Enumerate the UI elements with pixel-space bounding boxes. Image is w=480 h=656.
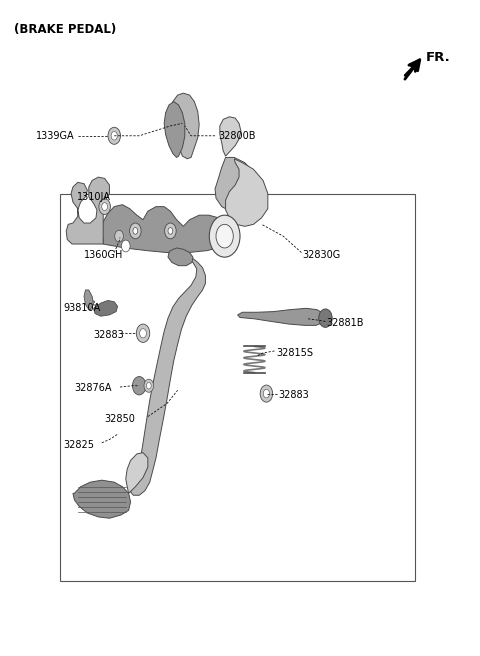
Circle shape <box>121 240 130 252</box>
Circle shape <box>260 385 273 402</box>
Circle shape <box>133 228 138 234</box>
Text: 32883: 32883 <box>94 329 124 340</box>
Text: 1310JA: 1310JA <box>77 192 111 202</box>
Polygon shape <box>131 253 205 495</box>
Circle shape <box>130 223 141 239</box>
Polygon shape <box>238 308 325 325</box>
Circle shape <box>99 199 110 215</box>
Circle shape <box>132 377 146 395</box>
Text: 32881B: 32881B <box>326 318 364 328</box>
Circle shape <box>136 324 150 342</box>
Polygon shape <box>84 290 94 310</box>
Polygon shape <box>164 102 185 157</box>
Polygon shape <box>66 177 109 244</box>
Polygon shape <box>168 248 193 266</box>
Polygon shape <box>73 480 131 518</box>
Circle shape <box>102 203 108 211</box>
Polygon shape <box>170 93 199 159</box>
Text: 32815S: 32815S <box>276 348 313 358</box>
Text: (BRAKE PEDAL): (BRAKE PEDAL) <box>14 23 117 36</box>
Text: 32850: 32850 <box>105 413 135 424</box>
Circle shape <box>165 223 176 239</box>
Text: 32825: 32825 <box>63 440 95 450</box>
Circle shape <box>111 131 117 140</box>
Text: 93810A: 93810A <box>63 303 101 314</box>
Polygon shape <box>101 205 228 253</box>
Polygon shape <box>215 157 258 211</box>
Text: 32876A: 32876A <box>74 383 112 394</box>
Polygon shape <box>94 300 118 316</box>
Text: 32830G: 32830G <box>302 249 341 260</box>
Polygon shape <box>126 453 148 493</box>
Circle shape <box>168 228 173 234</box>
Text: 32800B: 32800B <box>218 131 256 141</box>
Bar <box>60 194 415 581</box>
Circle shape <box>144 379 154 392</box>
Text: 1360GH: 1360GH <box>84 249 123 260</box>
Circle shape <box>115 230 123 242</box>
Polygon shape <box>226 159 268 226</box>
Text: 1339GA: 1339GA <box>36 131 74 141</box>
Text: FR.: FR. <box>426 51 451 64</box>
Circle shape <box>263 389 270 398</box>
Circle shape <box>216 224 233 248</box>
Circle shape <box>146 382 151 389</box>
Circle shape <box>108 127 120 144</box>
Circle shape <box>140 329 146 338</box>
Circle shape <box>319 309 332 327</box>
Circle shape <box>209 215 240 257</box>
Text: 32883: 32883 <box>278 390 309 400</box>
Polygon shape <box>220 117 241 156</box>
